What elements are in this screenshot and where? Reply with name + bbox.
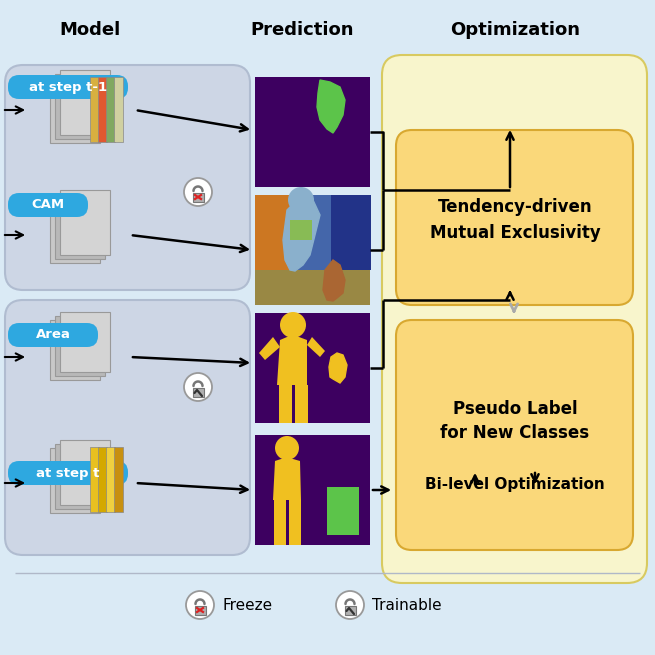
Bar: [331, 195, 371, 270]
Text: at step t: at step t: [36, 466, 100, 479]
Circle shape: [184, 373, 212, 401]
Bar: [274, 500, 286, 545]
Bar: [114, 447, 123, 512]
Bar: [293, 195, 331, 270]
Bar: [255, 195, 370, 305]
Bar: [60, 189, 110, 255]
FancyBboxPatch shape: [396, 320, 633, 550]
Circle shape: [288, 187, 314, 213]
Bar: [98, 77, 107, 142]
Bar: [289, 500, 301, 545]
Text: Trainable: Trainable: [372, 597, 441, 612]
FancyBboxPatch shape: [5, 65, 250, 290]
Bar: [106, 77, 115, 142]
Bar: [345, 606, 356, 615]
Bar: [50, 320, 100, 380]
Bar: [60, 312, 110, 372]
Bar: [255, 435, 370, 545]
FancyBboxPatch shape: [382, 55, 647, 583]
Text: CAM: CAM: [31, 198, 65, 212]
Bar: [50, 77, 100, 143]
Bar: [193, 388, 204, 397]
Text: Prediction: Prediction: [250, 21, 354, 39]
Circle shape: [184, 178, 212, 206]
Bar: [193, 193, 204, 202]
FancyBboxPatch shape: [5, 300, 250, 555]
Bar: [50, 447, 100, 512]
Circle shape: [186, 591, 214, 619]
Bar: [60, 440, 110, 504]
Circle shape: [280, 312, 306, 338]
Polygon shape: [283, 197, 320, 271]
Bar: [90, 447, 99, 512]
Bar: [55, 316, 105, 376]
Text: at step t-1: at step t-1: [29, 81, 107, 94]
Bar: [255, 270, 370, 305]
Polygon shape: [277, 337, 307, 385]
Bar: [195, 606, 206, 615]
Bar: [60, 69, 110, 134]
Bar: [55, 73, 105, 138]
Bar: [255, 313, 370, 423]
Polygon shape: [307, 337, 325, 357]
Bar: [114, 77, 123, 142]
Bar: [98, 447, 107, 512]
FancyBboxPatch shape: [8, 75, 128, 99]
FancyBboxPatch shape: [396, 130, 633, 305]
Text: Tendency-driven
Mutual Exclusivity: Tendency-driven Mutual Exclusivity: [430, 198, 601, 242]
Bar: [55, 193, 105, 259]
Polygon shape: [323, 260, 345, 301]
Text: Freeze: Freeze: [222, 597, 272, 612]
Polygon shape: [329, 353, 347, 383]
Polygon shape: [259, 337, 280, 360]
Text: Bi-level Optimization: Bi-level Optimization: [425, 477, 605, 493]
FancyBboxPatch shape: [8, 193, 88, 217]
Polygon shape: [273, 459, 301, 500]
Bar: [255, 77, 370, 187]
Text: Model: Model: [60, 21, 121, 39]
Text: Area: Area: [35, 329, 71, 341]
FancyBboxPatch shape: [8, 323, 98, 347]
Bar: [255, 195, 293, 270]
Bar: [106, 447, 115, 512]
Bar: [279, 385, 292, 423]
Polygon shape: [317, 80, 345, 133]
Text: Pseudo Label
for New Classes: Pseudo Label for New Classes: [440, 400, 590, 443]
FancyBboxPatch shape: [8, 461, 128, 485]
Bar: [90, 77, 99, 142]
Bar: [327, 487, 359, 535]
Bar: [295, 385, 308, 423]
Text: Optimization: Optimization: [450, 21, 580, 39]
Circle shape: [336, 591, 364, 619]
Bar: [50, 198, 100, 263]
Bar: [55, 443, 105, 508]
Circle shape: [275, 436, 299, 460]
Bar: [290, 220, 312, 240]
